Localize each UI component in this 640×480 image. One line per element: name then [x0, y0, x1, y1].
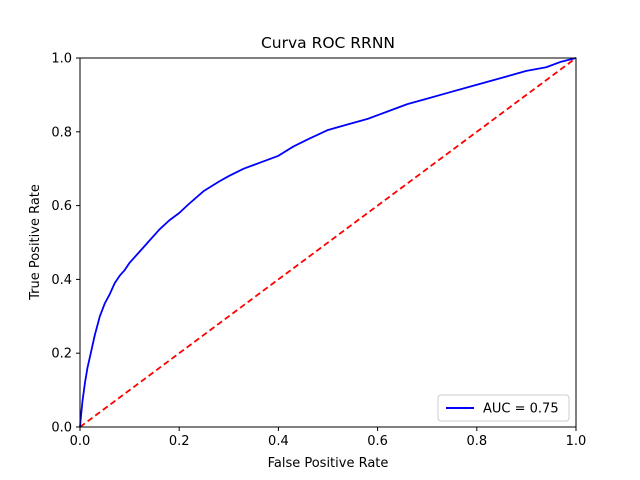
y-tick-label: 0.6 — [51, 199, 72, 214]
series-layer — [79, 57, 577, 428]
plot-frame — [79, 57, 577, 428]
chart-title: Curva ROC RRNN — [261, 34, 395, 52]
series-line-chance-diagonal — [79, 57, 577, 428]
x-tick-label: 0.0 — [70, 434, 91, 449]
x-tick-label: 0.4 — [268, 434, 289, 449]
legend-box — [437, 394, 570, 422]
y-tick-label: 0.8 — [51, 125, 72, 140]
x-tick-label: 0.6 — [367, 434, 388, 449]
y-axis-ticks: 0.0 0.2 0.4 0.6 0.8 1.0 — [51, 52, 80, 436]
y-axis-label: True Positive Rate — [28, 184, 43, 301]
series-line-roc-curve — [79, 57, 577, 428]
x-tick-label: 1.0 — [566, 434, 587, 449]
y-tick-label: 0.0 — [51, 421, 72, 436]
x-tick-label: 0.2 — [169, 434, 190, 449]
y-tick-label: 0.4 — [51, 273, 72, 288]
x-axis-label: False Positive Rate — [268, 456, 389, 471]
x-tick-label: 0.8 — [466, 434, 487, 449]
legend-label-auc: AUC = 0.75 — [483, 402, 559, 417]
y-tick-label: 0.2 — [51, 347, 72, 362]
x-axis-ticks: 0.0 0.2 0.4 0.6 0.8 1.0 — [70, 427, 587, 449]
legend: AUC = 0.75 — [437, 394, 570, 422]
y-tick-label: 1.0 — [51, 52, 72, 67]
plot-area — [79, 57, 577, 428]
